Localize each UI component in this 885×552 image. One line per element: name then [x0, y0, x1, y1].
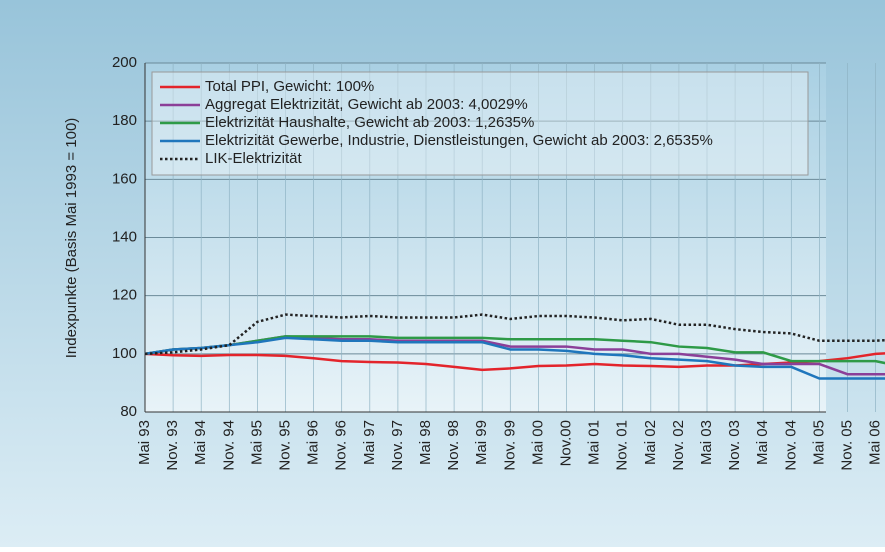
x-tick-label: Mai 99	[473, 420, 490, 465]
series-line	[144, 336, 885, 380]
legend-label: Total PPI, Gewicht: 100%	[205, 78, 374, 95]
x-tick-label: Nov. 97	[389, 420, 406, 471]
x-tick-label: Nov. 99	[501, 420, 518, 471]
x-tick-label: Nov. 98	[445, 420, 462, 471]
x-tick-label: Mai 00	[529, 420, 546, 465]
x-tick-label: Nov. 01	[614, 420, 631, 471]
x-tick-label: Mai 05	[810, 420, 827, 465]
x-tick-label: Mai 02	[642, 420, 659, 465]
y-tick-label: 140	[112, 228, 137, 245]
x-tick-label: Nov. 96	[333, 420, 350, 471]
x-tick-label: Nov. 93	[164, 420, 181, 471]
y-tick-label: 180	[112, 112, 137, 129]
x-tick-label: Nov. 95	[276, 420, 293, 471]
x-tick-label: Mai 98	[417, 420, 434, 465]
series-line	[144, 335, 885, 365]
series-line	[144, 313, 885, 356]
x-tick-label: Mai 96	[305, 420, 322, 465]
y-tick-label: 160	[112, 170, 137, 187]
y-tick-label: 120	[112, 287, 137, 304]
x-tick-label: Mai 95	[248, 420, 265, 465]
x-tick-label: Mai 94	[192, 420, 209, 465]
x-tick-label: Nov. 94	[220, 420, 237, 471]
legend	[151, 71, 809, 176]
y-tick-label: 80	[120, 403, 137, 420]
legend-label: Elektrizität Gewerbe, Industrie, Dienstl…	[205, 132, 713, 149]
legend-label: Aggregat Elektrizität, Gewicht ab 2003: …	[205, 96, 528, 113]
legend-label: Elektrizität Haushalte, Gewicht ab 2003:…	[205, 114, 534, 131]
x-tick-label: Mai 03	[698, 420, 715, 465]
x-tick-label: Mai 97	[361, 420, 378, 465]
x-tick-label: Nov. 02	[670, 420, 687, 471]
y-tick-label: 200	[112, 54, 137, 71]
x-tick-label: Mai 01	[586, 420, 603, 465]
x-tick-label: Nov.00	[557, 420, 574, 466]
x-tick-label: Nov. 05	[838, 420, 855, 471]
x-tick-label: Nov. 03	[726, 420, 743, 471]
y-axis-label: Indexpunkte (Basis Mai 1993 = 100)	[63, 118, 80, 359]
x-tick-label: Mai 06	[867, 420, 884, 465]
x-tick-label: Mai 04	[754, 420, 771, 465]
x-tick-label: Mai 93	[136, 420, 153, 465]
x-tick-label: Nov. 04	[782, 420, 799, 471]
legend-label: LIK-Elektrizität	[205, 150, 303, 167]
y-tick-label: 100	[112, 345, 137, 362]
